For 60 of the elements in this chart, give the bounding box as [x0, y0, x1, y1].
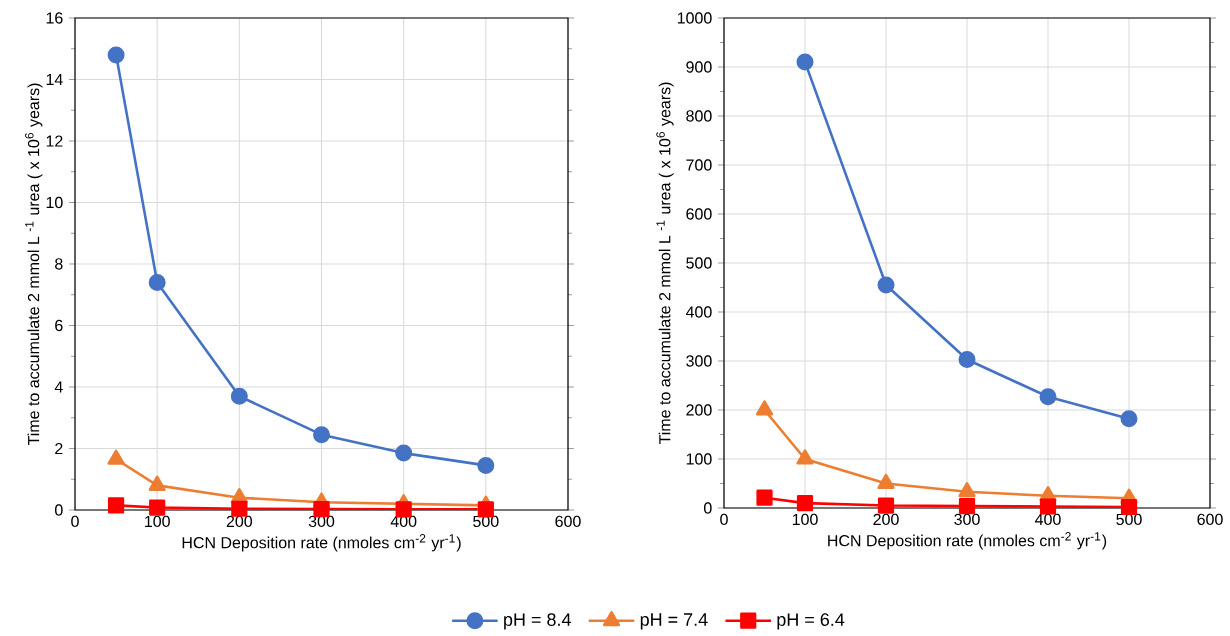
y-tick-label: 800 [686, 110, 712, 122]
point [958, 482, 976, 498]
y-tick-label: 6 [55, 319, 63, 332]
y-tick-label: 600 [686, 208, 712, 220]
y-tick-label: 2 [55, 442, 63, 455]
y-tick-label: 10 [46, 196, 63, 209]
y-tick-label: 1000 [677, 12, 712, 24]
legend-label: pH = 8.4 [504, 613, 571, 630]
x-axis-title: HCN Deposition rate (nmoles cm$^{-2}$ yr$^{-1}$) [828, 532, 1107, 550]
point [796, 449, 814, 465]
point [107, 46, 125, 64]
y-tick-label: 8 [55, 258, 63, 270]
point [1039, 388, 1057, 406]
y-tick-label: 4 [54, 381, 63, 393]
point [877, 276, 895, 294]
point [230, 387, 248, 405]
point [477, 456, 495, 474]
point [755, 400, 774, 416]
y-tick-label: 500 [686, 257, 712, 269]
x-tick-label: 500 [1116, 513, 1142, 526]
point [148, 273, 166, 291]
x-tick-label: 600 [555, 515, 581, 528]
y-tick-label: 14 [46, 73, 63, 85]
legend-label: pH = 7.4 [640, 613, 708, 630]
point [877, 473, 895, 489]
y-tick-label: 100 [686, 453, 712, 465]
point [107, 497, 125, 514]
x-tick-label: 200 [226, 515, 253, 528]
legend-label: pH = 6.4 [777, 613, 845, 630]
x-tick-label: 100 [792, 513, 818, 526]
y-tick-label: 200 [686, 404, 712, 416]
point [877, 497, 895, 514]
x-tick-label: 0 [720, 513, 728, 526]
y-tick-label: 0 [704, 502, 712, 514]
y-tick-label: 12 [46, 135, 63, 147]
y-tick-label: 300 [686, 355, 712, 367]
x-tick-label: 300 [954, 513, 980, 526]
y-tick-label: 900 [686, 61, 712, 73]
point [796, 494, 814, 512]
x-tick-label: 600 [1197, 513, 1223, 526]
point [148, 475, 166, 491]
y-tick-label: 0 [55, 504, 63, 516]
y-axis-title: Time to accumulate 2 mmol L $^{-1}$ urea ( x 10$^{6}$ years) [25, 83, 43, 446]
y-tick-label: 400 [685, 306, 712, 318]
point [958, 351, 976, 369]
x-axis-title: HCN Deposition rate (nmoles cm$^{-2}$ yr$^{-1}$) [182, 534, 461, 552]
point [796, 53, 814, 71]
point [107, 449, 125, 465]
x-tick-label: 400 [1035, 513, 1061, 526]
y-tick-label: 16 [46, 12, 63, 24]
point [1120, 410, 1138, 428]
x-tick-label: 200 [873, 513, 899, 526]
point [149, 499, 166, 516]
x-tick-label: 0 [71, 515, 79, 528]
y-axis-title: Time to accumulate 2 mmol L $^{-1}$ urea ( x 10$^{6}$ years) [656, 82, 674, 445]
point [313, 426, 330, 444]
point [756, 489, 773, 506]
y-tick-label: 700 [686, 159, 712, 171]
point [395, 444, 413, 462]
x-tick-label: 100 [145, 515, 170, 528]
